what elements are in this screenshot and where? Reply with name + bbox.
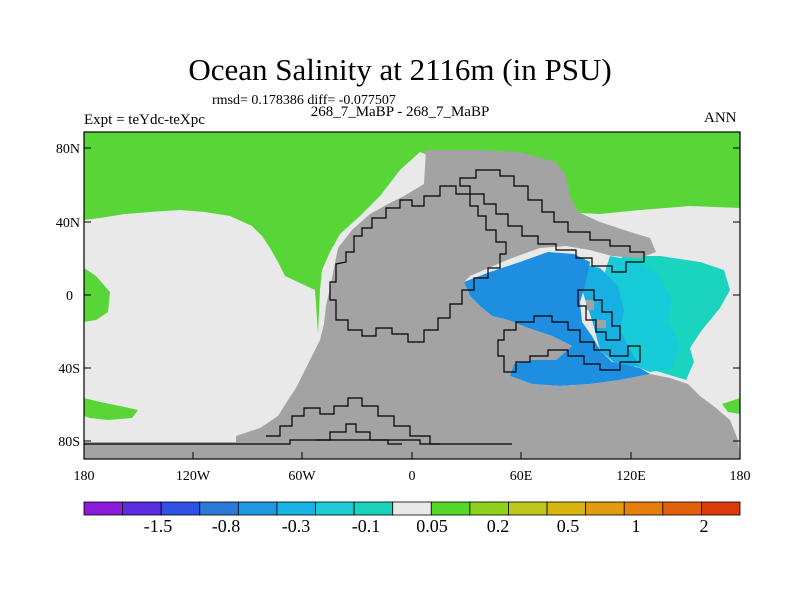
lon-label: 180: [74, 469, 95, 484]
colorbar-label: 1: [632, 516, 641, 536]
colorbar-label: -0.1: [352, 516, 381, 536]
season-label: ANN: [704, 110, 737, 126]
lon-label: 120W: [176, 469, 211, 484]
negative-anomaly-mid: [574, 262, 640, 368]
lat-label: 40N: [56, 216, 80, 231]
colorbar-swatch: [469, 501, 509, 516]
colorbar-swatch: [315, 501, 355, 516]
coastline-south: [266, 397, 440, 445]
lon-label: 60E: [510, 469, 533, 484]
lat-label: 80S: [58, 435, 80, 450]
colorbar-label: -1.5: [144, 516, 173, 536]
colorbar-swatch: [83, 501, 123, 516]
coastline-southern-rim: [84, 439, 512, 445]
map-title: Ocean Salinity at 2116m (in PSU): [188, 52, 612, 87]
colorbar-label: 2: [700, 516, 709, 536]
lat-tick-marks: [84, 147, 740, 442]
colorbar-labels: -1.5 -0.8 -0.3 -0.1 0.05 0.2 0.5 1 2: [144, 516, 709, 536]
colorbar-label: -0.8: [212, 516, 241, 536]
lon-label: 180: [730, 469, 751, 484]
colorbar-label: -0.3: [282, 516, 311, 536]
colorbar-swatch: [662, 501, 702, 516]
map-field: [84, 132, 740, 459]
colorbar-swatch: [160, 501, 201, 516]
coastline-central: [329, 185, 507, 343]
lat-label: 80N: [56, 142, 80, 157]
negative-anomaly-strong: [464, 252, 650, 386]
land-masses: [84, 150, 740, 459]
colorbar-swatch: [122, 501, 162, 516]
colorbar: [83, 501, 741, 516]
lon-label: 0: [409, 469, 416, 484]
positive-anomaly-southwest: [84, 398, 138, 420]
lat-label: 40S: [58, 362, 80, 377]
colorbar-swatch: [430, 501, 471, 516]
experiment-label: Expt = teYdc-teXpc: [84, 112, 205, 128]
colorbar-swatch: [508, 501, 548, 516]
positive-anomaly-west: [84, 268, 110, 322]
lat-label: 0: [66, 289, 73, 304]
colorbar-label: 0.2: [487, 516, 510, 536]
land-tile: [586, 300, 594, 310]
lon-tick-marks: [83, 452, 741, 459]
colorbar-label: 0.05: [416, 516, 448, 536]
experiment-subtitle: 268_7_MaBP - 268_7_MaBP: [310, 104, 490, 120]
colorbar-swatch: [585, 501, 625, 516]
colorbar-swatch: [237, 501, 278, 516]
coastline-southeast: [497, 315, 641, 373]
positive-anomaly-north: [84, 132, 740, 334]
land-tile: [480, 316, 490, 324]
colorbar-swatch: [276, 501, 316, 516]
colorbar-swatch: [623, 501, 664, 516]
coastline-island: [577, 289, 621, 341]
land-tile: [596, 320, 606, 328]
colorbar-swatch: [353, 501, 394, 516]
continent-outlines: [84, 169, 645, 445]
lon-label: 120E: [616, 469, 646, 484]
positive-anomaly-southeast: [722, 398, 740, 414]
colorbar-swatch: [199, 501, 239, 516]
colorbar-swatch: [392, 501, 432, 516]
rmsd-diff-stats: rmsd= 0.178386 diff= -0.077507: [212, 93, 396, 108]
colorbar-label: 0.5: [557, 516, 580, 536]
coastline-south-inner: [316, 423, 402, 445]
lon-label: 60W: [288, 469, 316, 484]
colorbar-swatch: [701, 501, 741, 516]
coastline-north: [459, 169, 645, 273]
colorbar-swatch: [546, 501, 587, 516]
